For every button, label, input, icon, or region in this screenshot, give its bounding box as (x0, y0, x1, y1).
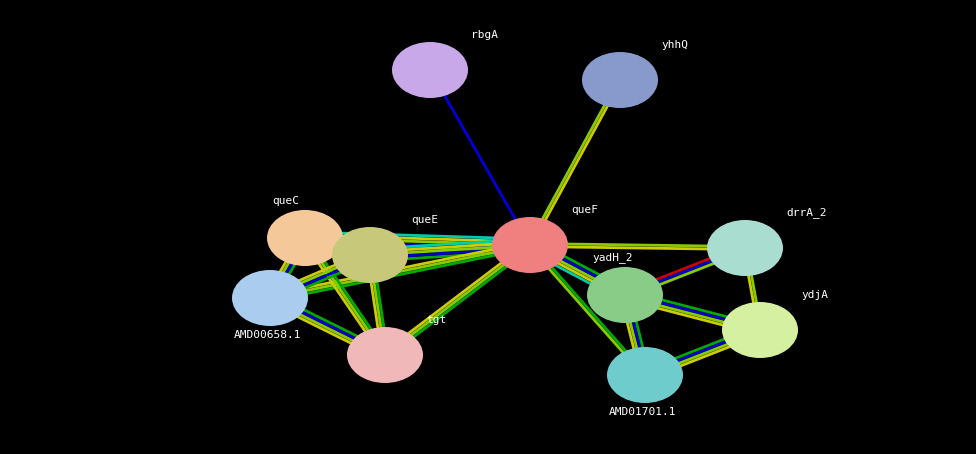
Text: queF: queF (571, 205, 598, 215)
Ellipse shape (582, 52, 658, 108)
Text: yadH_2: yadH_2 (592, 252, 632, 263)
Ellipse shape (392, 42, 468, 98)
Ellipse shape (607, 347, 683, 403)
Ellipse shape (332, 227, 408, 283)
Ellipse shape (587, 267, 663, 323)
Text: AMD01701.1: AMD01701.1 (609, 407, 676, 417)
Ellipse shape (722, 302, 798, 358)
Ellipse shape (347, 327, 423, 383)
Ellipse shape (232, 270, 308, 326)
Ellipse shape (267, 210, 343, 266)
Text: ydjA: ydjA (801, 290, 828, 300)
Text: AMD00658.1: AMD00658.1 (234, 330, 302, 340)
Text: tgt: tgt (426, 315, 446, 325)
Text: yhhQ: yhhQ (661, 40, 688, 50)
Ellipse shape (707, 220, 783, 276)
Text: drrA_2: drrA_2 (786, 207, 827, 218)
Ellipse shape (492, 217, 568, 273)
Text: rbgA: rbgA (471, 30, 498, 40)
Text: queE: queE (411, 215, 438, 225)
Text: queC: queC (272, 196, 299, 206)
